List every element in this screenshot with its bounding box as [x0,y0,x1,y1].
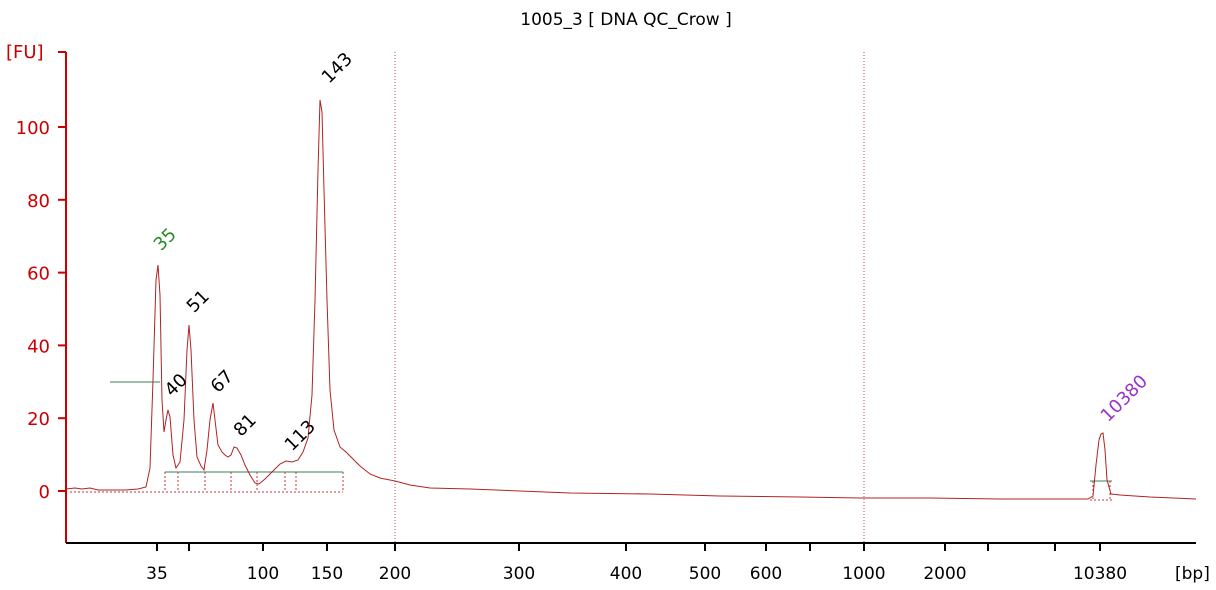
peak-label: 143 [318,49,357,88]
x-tick-label: 400 [610,564,642,584]
y-tick-label: 60 [27,264,50,285]
peak-boundaries [70,472,1112,501]
peak-labels: 35 40 51 67 81 113 143 10380 [150,49,1152,456]
peak-label: 35 [150,224,181,255]
x-tick-label: 1000 [842,564,885,584]
y-tick-label: 0 [39,482,50,503]
x-tick-label: 35 [146,564,168,584]
y-axis-label: [FU] [6,42,44,63]
peak-label: 81 [230,410,261,441]
peak-label: 67 [207,366,238,397]
vertical-gridlines [394,52,865,543]
x-tick-label: 10380 [1073,564,1127,584]
x-tick-label: 500 [689,564,721,584]
y-tick-label: 20 [27,409,50,430]
y-tick-label: 40 [27,336,50,357]
peak-label: 51 [183,286,214,317]
peak-label: 10380 [1097,371,1152,426]
x-tick-label: 300 [503,564,535,584]
x-axis-label: [bp] [1175,564,1210,584]
fluorescence-trace [65,99,1197,500]
chart-title: 1005_3 [ DNA QC_Crow ] [520,10,731,30]
x-tick-label: 150 [311,564,343,584]
x-tick-label: 200 [379,564,411,584]
y-tick-label: 80 [27,191,50,212]
y-axis: [FU] 0 20 40 60 80 100 [6,42,67,543]
y-tick-label: 100 [16,118,50,139]
x-tick-label: 100 [247,564,279,584]
x-axis: 35 100 150 200 300 400 500 600 1000 2000 10380 [bp… [66,542,1210,584]
x-tick-label: 2000 [923,564,966,584]
x-tick-label: 600 [750,564,782,584]
peak-label: 113 [281,416,320,455]
integration-baselines [110,381,1112,482]
peak-label: 40 [161,370,192,401]
